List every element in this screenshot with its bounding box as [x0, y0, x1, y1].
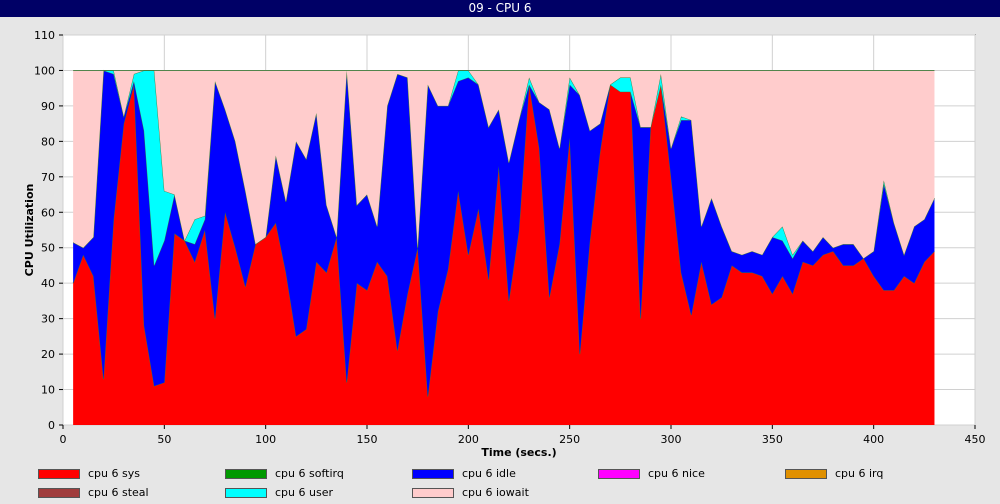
legend-label: cpu 6 steal — [88, 486, 149, 499]
series-area-cpu-6-idle — [73, 70, 935, 397]
y-tick-label: 40 — [41, 277, 55, 290]
x-axis-label: Time (secs.) — [481, 446, 556, 459]
x-tick-label: 450 — [965, 433, 986, 446]
x-tick-label: 150 — [357, 433, 378, 446]
x-tick-label: 100 — [255, 433, 276, 446]
legend-label: cpu 6 sys — [88, 467, 140, 480]
legend: cpu 6 sys cpu 6 softirq cpu 6 idle cpu 6 ni… — [0, 462, 1000, 504]
y-tick-label: 20 — [41, 348, 55, 361]
y-tick-label: 10 — [41, 384, 55, 397]
y-tick-label: 80 — [41, 135, 55, 148]
x-tick-label: 300 — [661, 433, 682, 446]
legend-label: cpu 6 irq — [835, 467, 884, 480]
y-tick-label: 110 — [34, 29, 55, 42]
legend-label: cpu 6 nice — [648, 467, 705, 480]
y-tick-label: 90 — [41, 100, 55, 113]
chart-area: 0 50 100 150 200 250 300 350 400 450 0 10 20 30 40 50 60… — [23, 29, 986, 459]
axis-ticks: 0 50 100 150 200 250 300 350 400 450 0 10 20 30 40 50 60… — [34, 29, 986, 446]
y-tick-label: 30 — [41, 313, 55, 326]
y-tick-label: 100 — [34, 64, 55, 77]
legend-swatch — [38, 488, 80, 498]
y-tick-label: 60 — [41, 206, 55, 219]
y-axis-label: CPU Utilization — [23, 184, 36, 277]
legend-swatch — [225, 488, 267, 498]
series-area-cpu-6-sys — [73, 84, 935, 425]
legend-swatch — [225, 469, 267, 479]
x-tick-label: 250 — [559, 433, 580, 446]
x-tick-label: 200 — [458, 433, 479, 446]
y-tick-label: 50 — [41, 242, 55, 255]
legend-label: cpu 6 user — [275, 486, 333, 499]
legend-label: cpu 6 idle — [462, 467, 516, 480]
x-tick-label: 0 — [60, 433, 67, 446]
series-area-cpu-6-iowait — [73, 70, 935, 259]
x-tick-label: 400 — [863, 433, 884, 446]
series-areas — [72, 69, 935, 425]
y-tick-label: 0 — [48, 419, 55, 432]
legend-swatch — [598, 469, 640, 479]
window-title: 09 - CPU 6 — [0, 0, 1000, 17]
legend-swatch — [38, 469, 80, 479]
series-area-cpu-6-user — [73, 70, 935, 266]
legend-label: cpu 6 iowait — [462, 486, 529, 499]
legend-label: cpu 6 softirq — [275, 467, 344, 480]
legend-swatch — [412, 469, 454, 479]
y-tick-label: 70 — [41, 171, 55, 184]
x-tick-label: 50 — [157, 433, 171, 446]
legend-swatch — [785, 469, 827, 479]
legend-swatch — [412, 488, 454, 498]
x-tick-label: 350 — [762, 433, 783, 446]
